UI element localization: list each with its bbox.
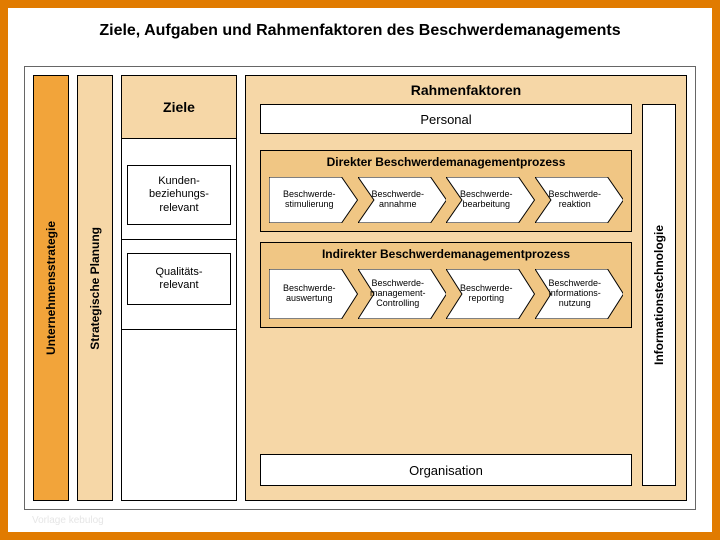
page-title: Ziele, Aufgaben und Rahmenfaktoren des B… [8,22,712,40]
label-unternehmensstrategie: Unternehmensstrategie [44,221,58,355]
process-step-label: Beschwerde-reporting [452,269,521,319]
rahmenfaktoren-frame: Rahmenfaktoren Personal Direkter Beschwe… [245,75,687,501]
process-step: Beschwerde-auswertung [269,269,358,319]
process-step-label: Beschwerde-stimulierung [275,177,344,223]
process-step: Beschwerde-informations-nutzung [535,269,624,319]
process-step: Beschwerde-stimulierung [269,177,358,223]
process-direct-title: Direkter Beschwerdemanagementprozess [261,155,631,169]
process-step-label: Beschwerde-informations-nutzung [541,269,610,319]
ziele-header: Ziele [121,75,237,139]
process-step-label: Beschwerde-reaktion [541,177,610,223]
label-informationstechnologie: Informationstechnologie [652,225,666,365]
process-direct: Direkter Beschwerdemanagementprozess Bes… [260,150,632,232]
process-indirect-title: Indirekter Beschwerdemanagementprozess [261,247,631,261]
col-unternehmensstrategie: Unternehmensstrategie [33,75,69,501]
process-step: Beschwerde-annahme [358,177,447,223]
process-step: Beschwerde-management-Controlling [358,269,447,319]
box-organisation: Organisation [260,454,632,486]
box-personal: Personal [260,104,632,134]
col-strategische-planung: Strategische Planung [77,75,113,501]
process-indirect: Indirekter Beschwerdemanagementprozess B… [260,242,632,328]
watermark: Vorlage kebulog [32,515,104,526]
process-direct-steps: Beschwerde-stimulierung Beschwerde-annahm… [269,177,623,223]
ziele-box-kunden: Kunden-beziehungs-relevant [127,165,231,225]
process-step: Beschwerde-reaktion [535,177,624,223]
label-strategische-planung: Strategische Planung [88,227,102,350]
process-indirect-steps: Beschwerde-auswertung Beschwerde-manageme… [269,269,623,319]
process-step-label: Beschwerde-auswertung [275,269,344,319]
process-step-label: Beschwerde-annahme [364,177,433,223]
outer-frame: Unternehmensstrategie Strategische Planu… [24,66,696,510]
process-step-label: Beschwerde-management-Controlling [364,269,433,319]
box-informationstechnologie: Informationstechnologie [642,104,676,486]
ziele-box-qualitaet: Qualitäts-relevant [127,253,231,305]
process-step-label: Beschwerde-bearbeitung [452,177,521,223]
process-step: Beschwerde-reporting [446,269,535,319]
rahmenfaktoren-title: Rahmenfaktoren [246,82,686,98]
process-step: Beschwerde-bearbeitung [446,177,535,223]
